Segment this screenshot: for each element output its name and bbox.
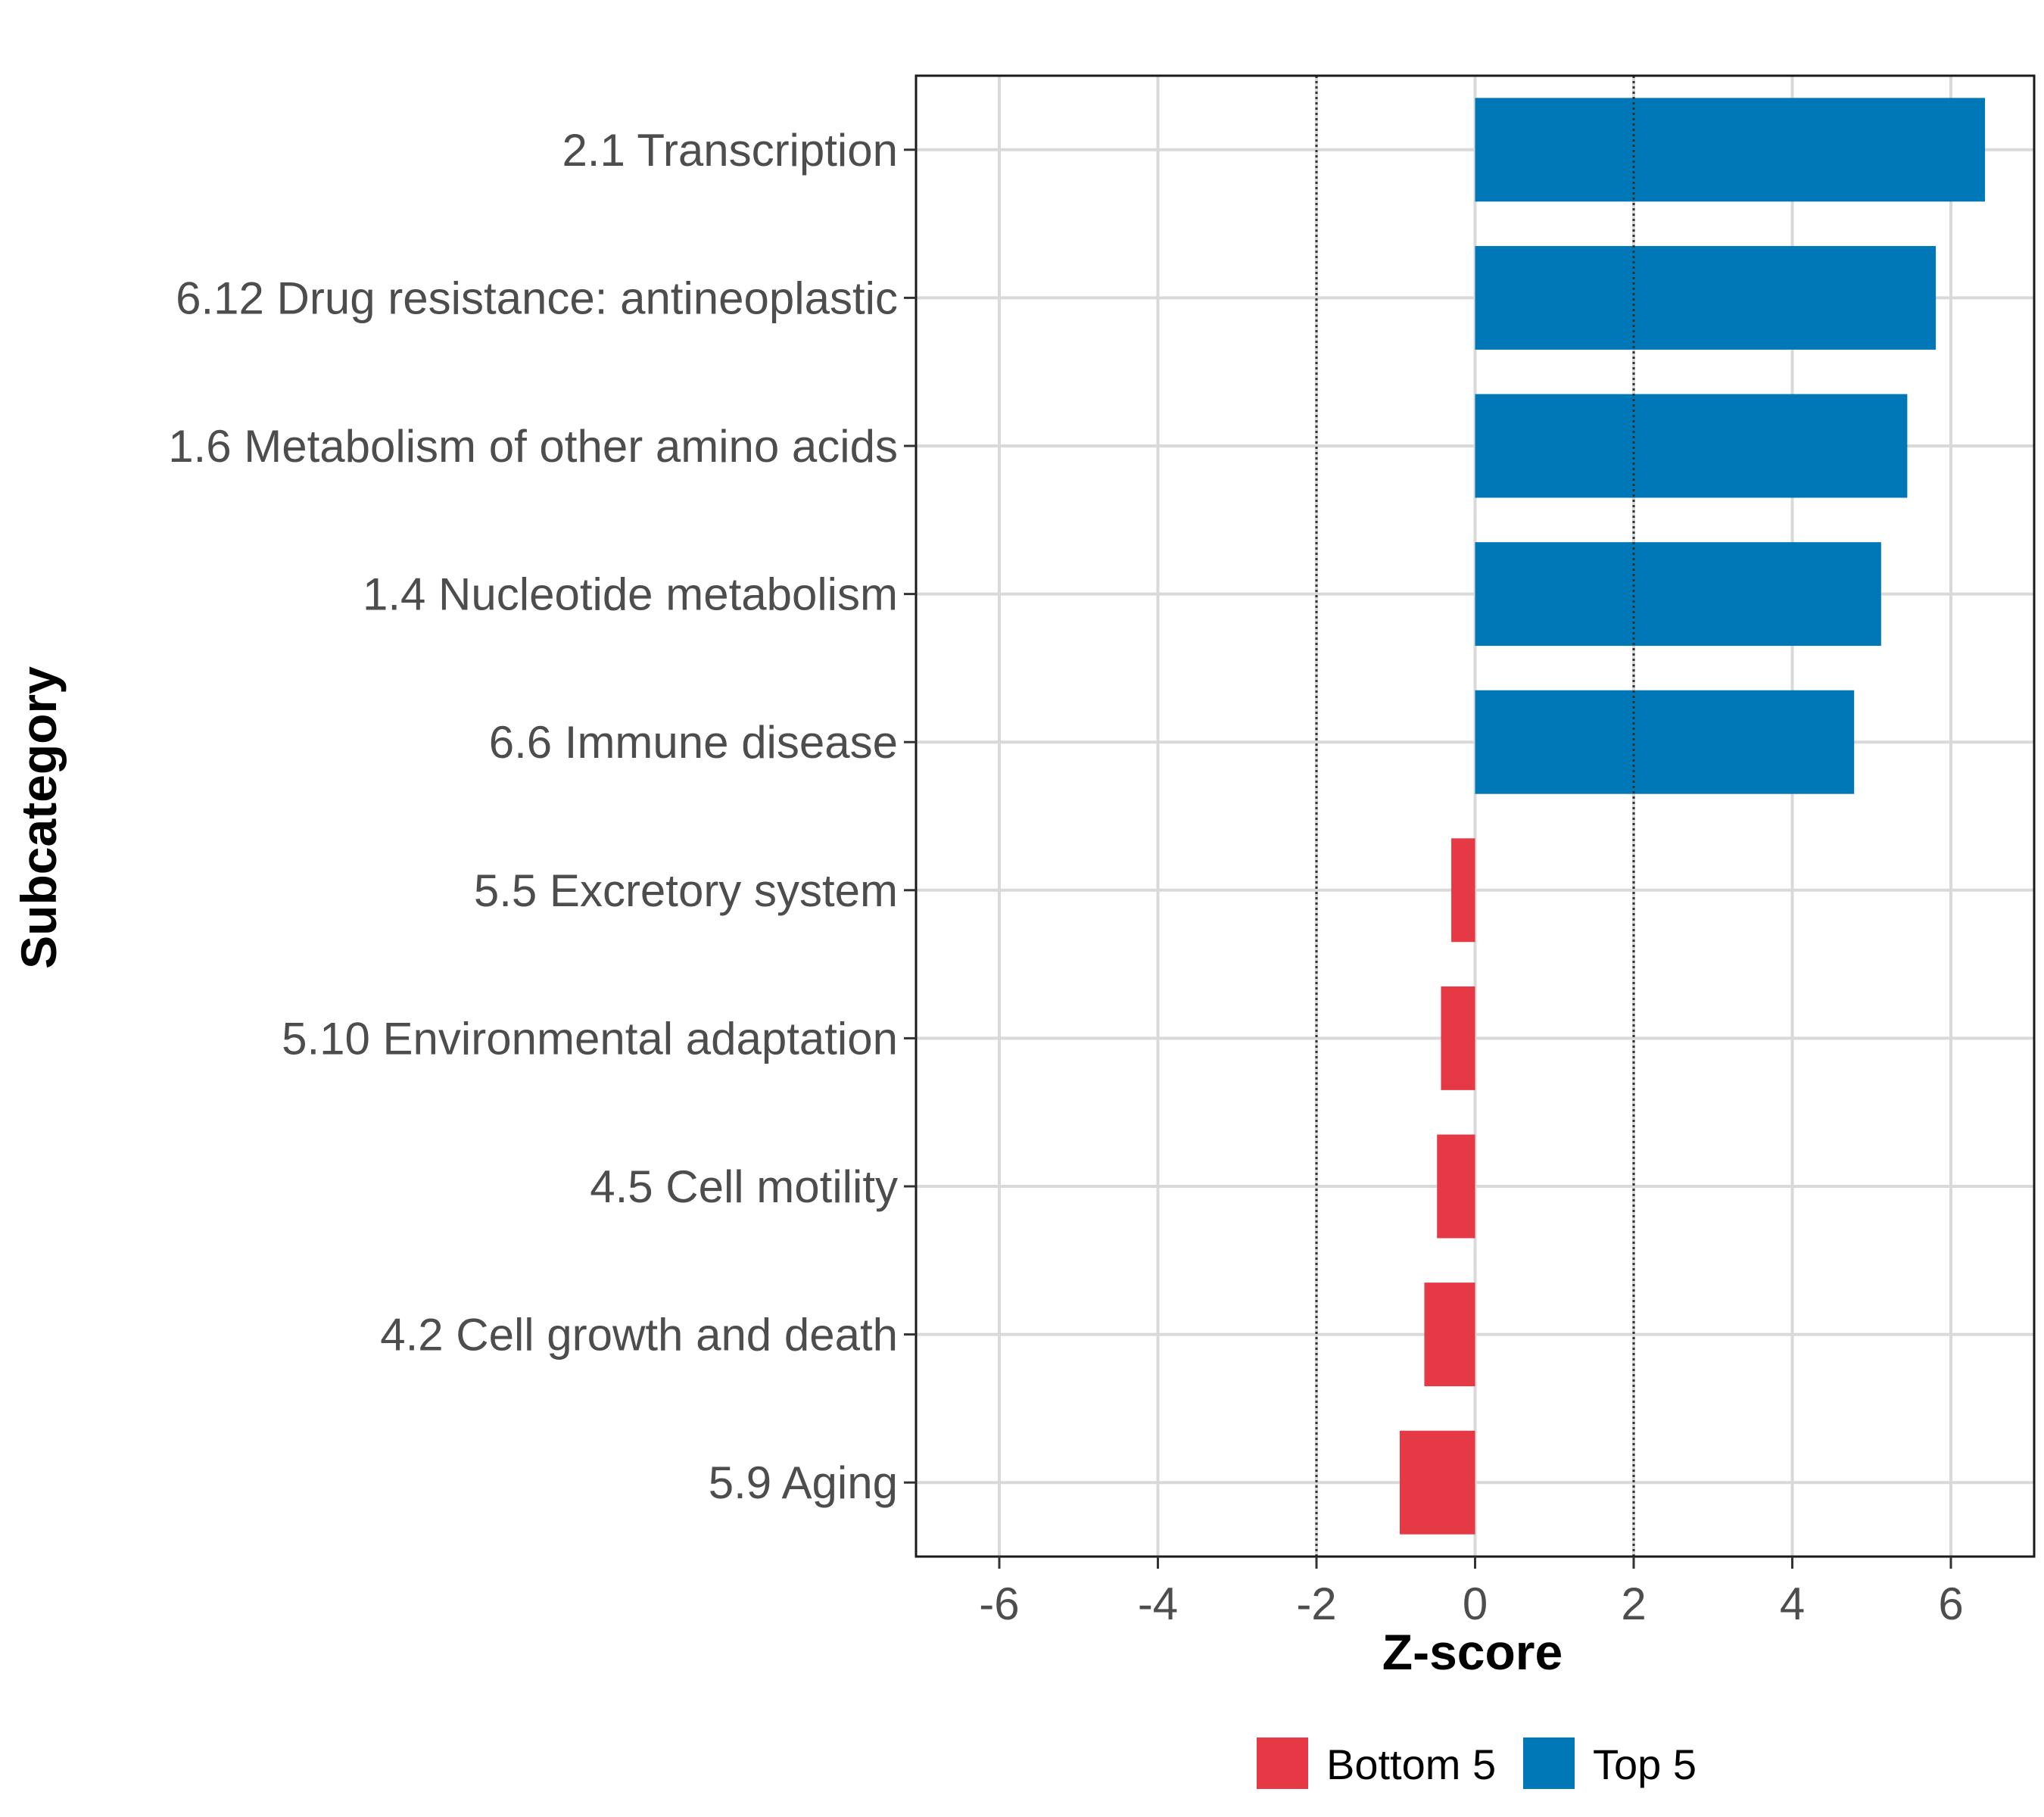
x-tick-label: 4 — [1780, 1579, 1805, 1629]
category-label: 4.5 Cell motility — [590, 1161, 898, 1212]
bar — [1475, 245, 1937, 350]
category-label: 1.6 Metabolism of other amino acids — [168, 421, 898, 472]
bar — [1475, 690, 1855, 794]
category-label: 2.1 Transcription — [562, 125, 898, 176]
bar — [1475, 394, 1908, 498]
category-label: 4.2 Cell growth and death — [380, 1310, 898, 1360]
bar — [1437, 1134, 1475, 1239]
category-label: 6.6 Immune disease — [489, 717, 898, 768]
bars — [1399, 98, 1986, 1535]
x-tick-label: -2 — [1296, 1579, 1336, 1629]
legend-label: Bottom 5 — [1326, 1741, 1496, 1788]
category-label: 5.9 Aging — [709, 1457, 898, 1508]
category-label: 6.12 Drug resistance: antineoplastic — [176, 273, 898, 323]
bar — [1399, 1430, 1475, 1535]
category-label: 1.4 Nucleotide metabolism — [363, 569, 898, 620]
x-tick-label: 0 — [1463, 1579, 1488, 1629]
x-tick-label: -4 — [1138, 1579, 1178, 1629]
legend-swatch — [1257, 1738, 1308, 1789]
legend-label: Top 5 — [1593, 1741, 1697, 1788]
legend: Bottom 5 Top 5 — [1257, 1738, 1697, 1789]
y-axis-title: Subcategory — [11, 666, 67, 969]
x-tick-label: -6 — [979, 1579, 1019, 1629]
bar — [1441, 986, 1475, 1090]
legend-swatch — [1523, 1738, 1575, 1789]
bar — [1451, 838, 1475, 943]
x-tick-label: 2 — [1621, 1579, 1646, 1629]
axes: -6 -4 -2 0 2 4 6 2.1 Transcription 6.12 Drug res… — [168, 125, 1964, 1629]
x-axis-title: Z-score — [1382, 1624, 1563, 1680]
x-tick-label: 6 — [1938, 1579, 1963, 1629]
category-label: 5.5 Excretory system — [474, 865, 898, 916]
bar — [1424, 1282, 1475, 1387]
bar — [1475, 542, 1881, 647]
category-label: 5.10 Environmental adaptation — [282, 1013, 898, 1064]
bar — [1475, 98, 1986, 202]
